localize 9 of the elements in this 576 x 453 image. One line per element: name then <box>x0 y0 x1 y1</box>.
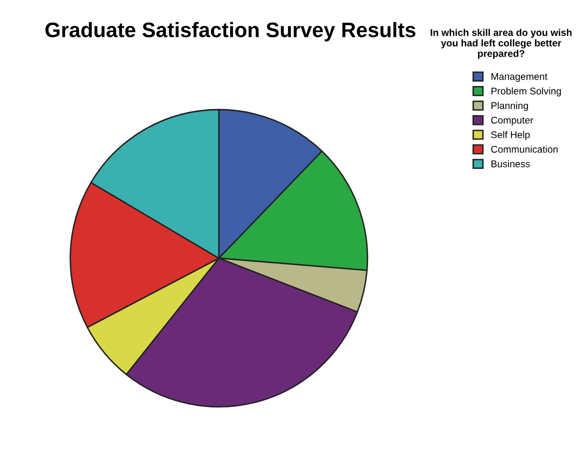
legend-label: Problem Solving <box>492 87 561 96</box>
legend-label: Management <box>492 73 548 82</box>
legend-label: Business <box>492 160 530 168</box>
legend-label: Planning <box>492 102 528 111</box>
legend-title: In which skill area do you wish you had left college better prepared? <box>430 28 572 59</box>
legend-label: Self Help <box>491 131 530 140</box>
legend-label: Communication <box>491 146 558 153</box>
legend-label: Computer <box>491 116 534 126</box>
chart-title: Graduate Satisfaction Survey Results <box>45 22 416 42</box>
